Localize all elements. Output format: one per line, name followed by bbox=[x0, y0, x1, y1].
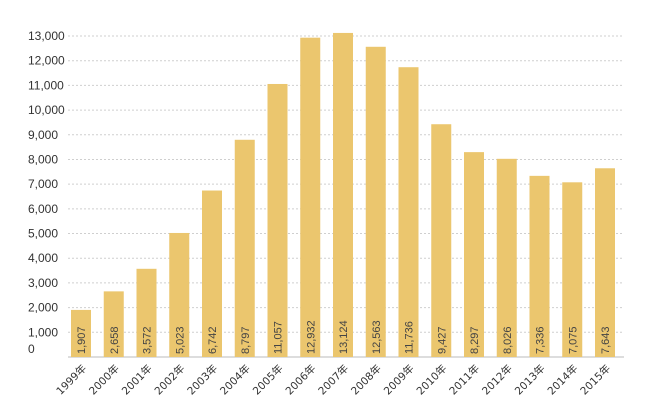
y-axis-ticks: 0 1,000 2,000 3,000 4,000 5,000 6,000 7,000 8,00… bbox=[28, 29, 65, 356]
bar-value-label: 12,932 bbox=[305, 320, 317, 354]
x-tick-label: 2004年 bbox=[217, 362, 253, 398]
bar-value-label: 7,336 bbox=[535, 326, 547, 354]
bar-value-label: 3,572 bbox=[142, 326, 154, 354]
bar bbox=[267, 83, 288, 357]
x-tick-label: 2003年 bbox=[185, 362, 221, 398]
y-tick-label: 0 bbox=[28, 342, 35, 356]
y-tick-label: 11,000 bbox=[28, 78, 64, 92]
x-tick-label: 2014年 bbox=[545, 362, 581, 398]
bar bbox=[300, 37, 321, 357]
bar bbox=[202, 190, 222, 357]
y-tick-label: 9,000 bbox=[28, 128, 58, 142]
x-tick-label: 2007年 bbox=[316, 362, 352, 398]
bar-value-label: 7,075 bbox=[567, 326, 579, 354]
y-tick-label: 13,000 bbox=[28, 29, 65, 43]
x-tick-label: 2010年 bbox=[414, 362, 450, 398]
bar-value-label: 8,026 bbox=[502, 326, 514, 354]
y-tick-label: 5,000 bbox=[28, 227, 58, 241]
bar bbox=[562, 182, 583, 357]
bar bbox=[136, 268, 157, 357]
bar bbox=[71, 309, 91, 357]
bar-value-label: 8,297 bbox=[469, 326, 481, 354]
x-tick-label: 2000年 bbox=[86, 362, 122, 398]
bars bbox=[71, 32, 615, 358]
bar-value-label: 1,907 bbox=[76, 326, 88, 354]
bar bbox=[431, 124, 452, 357]
y-tick-label: 12,000 bbox=[28, 54, 65, 68]
bar-value-label: 11,057 bbox=[273, 321, 285, 354]
x-axis-ticks: 1999年2000年2001年2002年2003年2004年2005年2006年… bbox=[54, 362, 614, 398]
y-tick-label: 10,000 bbox=[28, 103, 65, 117]
bar bbox=[169, 232, 190, 357]
bar-value-label: 13,124 bbox=[338, 320, 350, 354]
bar bbox=[365, 46, 386, 358]
x-tick-label: 2012年 bbox=[479, 362, 515, 398]
bar-value-label: 9,427 bbox=[436, 326, 448, 354]
bar bbox=[529, 175, 550, 357]
bar bbox=[333, 32, 353, 358]
bar bbox=[496, 158, 517, 357]
y-tick-label: 2,000 bbox=[28, 301, 58, 315]
x-tick-label: 2006年 bbox=[283, 362, 319, 398]
x-tick-label: 2005年 bbox=[250, 362, 286, 398]
bar bbox=[234, 139, 255, 357]
bar-value-label: 6,742 bbox=[207, 326, 219, 354]
bar-value-label: 5,023 bbox=[174, 326, 186, 354]
bar-value-labels: 1,907 2,658 3,572 5,023 6,742 8,797 11,057 12,9… bbox=[76, 320, 612, 354]
x-tick-label: 2013年 bbox=[512, 362, 548, 398]
x-tick-label: 2015年 bbox=[578, 362, 614, 398]
y-tick-label: 1,000 bbox=[28, 325, 58, 339]
x-tick-label: 2009年 bbox=[381, 362, 417, 398]
y-tick-label: 3,000 bbox=[28, 276, 58, 290]
y-tick-label: 4,000 bbox=[28, 251, 58, 265]
y-tick-label: 7,000 bbox=[28, 177, 58, 191]
bar bbox=[464, 152, 484, 357]
bar-value-label: 8,797 bbox=[240, 326, 252, 354]
x-tick-label: 2002年 bbox=[152, 362, 188, 398]
bar-value-label: 11,736 bbox=[404, 321, 416, 354]
bar bbox=[103, 291, 124, 357]
bar-value-label: 2,658 bbox=[109, 326, 121, 354]
x-tick-label: 2011年 bbox=[447, 362, 483, 398]
bar bbox=[398, 67, 419, 358]
bar bbox=[595, 168, 615, 357]
x-tick-label: 2008年 bbox=[348, 362, 384, 398]
x-tick-label: 2001年 bbox=[119, 362, 155, 398]
y-tick-label: 6,000 bbox=[28, 202, 58, 216]
bar-value-label: 7,643 bbox=[600, 326, 612, 354]
bar-value-label: 12,563 bbox=[371, 320, 383, 354]
x-tick-label: 1999年 bbox=[54, 362, 90, 398]
y-tick-label: 8,000 bbox=[28, 152, 58, 166]
